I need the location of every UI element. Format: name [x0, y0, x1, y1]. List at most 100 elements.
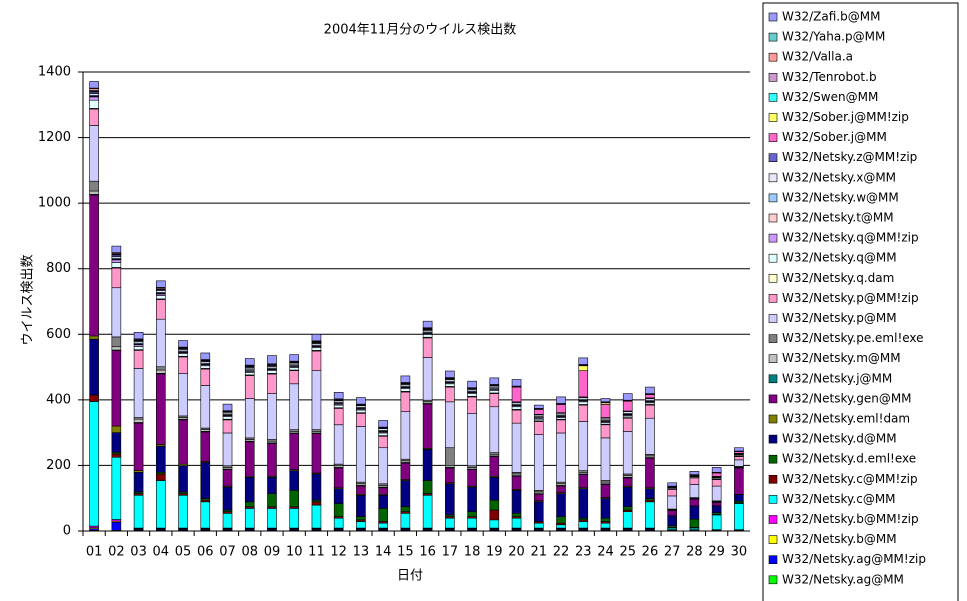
- x-tick-label: 11: [308, 545, 325, 560]
- bar-segment: [667, 489, 677, 497]
- bar-segment: [467, 517, 477, 529]
- bar-segment: [333, 517, 344, 529]
- bar-segment: [578, 421, 589, 471]
- legend-label: W32/Netsky.j@MM: [782, 371, 892, 385]
- bar-segment: [133, 422, 144, 471]
- bar-segment: [156, 280, 166, 288]
- x-tick-label: 06: [197, 545, 214, 560]
- bar-segment: [533, 434, 544, 491]
- x-tick-label: 09: [264, 545, 281, 560]
- legend-label: W32/Netsky.c@MM: [782, 492, 896, 506]
- legend-swatch: [768, 495, 778, 504]
- bar-segment: [556, 485, 566, 493]
- bar-segment: [311, 433, 322, 474]
- x-axis-label: 日付: [397, 569, 423, 584]
- bar-segment: [622, 431, 633, 475]
- bar-segment: [533, 493, 544, 502]
- bar-segment: [467, 486, 477, 512]
- bar-segment: [178, 494, 188, 529]
- legend-label: W32/Netsky.d.eml!exe: [782, 452, 916, 466]
- x-tick-label: 27: [664, 545, 681, 560]
- legend-swatch: [768, 434, 778, 444]
- legend-swatch: [768, 314, 778, 323]
- bar-segment: [734, 447, 744, 452]
- bar-segment: [89, 401, 99, 527]
- x-tick-label: 12: [330, 545, 347, 560]
- bar-segment: [178, 419, 188, 465]
- y-tick-label: 1200: [38, 130, 71, 145]
- bar-segment: [600, 517, 611, 522]
- bar-segment: [267, 476, 277, 494]
- bar-segment: [244, 508, 255, 529]
- bar-segment: [89, 125, 99, 182]
- bar-segment: [178, 356, 188, 374]
- bar-segment: [489, 406, 500, 453]
- legend-swatch: [768, 133, 778, 142]
- bar-segment: [311, 473, 322, 501]
- bar-segment: [400, 512, 411, 529]
- bar-segment: [578, 488, 589, 519]
- bar-segment: [156, 318, 166, 368]
- bar-segment: [734, 467, 744, 495]
- y-tick-label: 400: [46, 392, 71, 407]
- bar-segment: [89, 190, 99, 195]
- bar-segment: [533, 501, 544, 522]
- bar-segment: [156, 366, 166, 371]
- bar-segment: [400, 462, 411, 480]
- bar-segment: [222, 416, 233, 420]
- bar-segment: [578, 521, 589, 529]
- x-tick-label: 21: [531, 545, 548, 560]
- y-axis-label: ウイルス検出数: [21, 254, 36, 345]
- bar-segment: [89, 96, 99, 101]
- bar-segment: [400, 480, 411, 508]
- bar-segment: [133, 418, 144, 423]
- bar-segment: [445, 483, 455, 516]
- bar-segment: [400, 391, 411, 412]
- y-tick-label: 1000: [38, 196, 71, 211]
- bar-segment: [356, 397, 366, 405]
- bar-segment: [311, 501, 322, 506]
- bar-segment: [422, 320, 433, 329]
- bar-segment: [200, 352, 211, 360]
- bar-segment: [267, 508, 277, 529]
- bar-segment: [645, 457, 655, 489]
- bar-segment: [622, 400, 633, 412]
- bar-segment: [711, 514, 722, 530]
- y-tick-label: 0: [63, 524, 71, 539]
- bar-segment: [178, 373, 188, 417]
- legend-swatch: [768, 354, 778, 364]
- bar-segment: [156, 445, 166, 473]
- x-tick-label: 04: [153, 545, 170, 560]
- bar-segment: [667, 515, 677, 527]
- bar-segment: [356, 521, 366, 529]
- bar-segment: [178, 353, 188, 357]
- legend-label: W32/Swen@MM: [782, 90, 878, 104]
- bar-segment: [533, 421, 544, 435]
- legend-label: W32/Netsky.q@MM: [782, 251, 897, 265]
- bar-segment: [467, 412, 477, 467]
- bar-segment: [111, 262, 122, 268]
- bar-segment: [600, 424, 611, 439]
- bar-segment: [511, 409, 522, 424]
- legend-swatch: [768, 273, 778, 283]
- bar-segment: [111, 425, 122, 433]
- chart-title: 2004年11月分のウイルス検出数: [324, 23, 517, 38]
- legend-label: W32/Netsky.z@MM!zip: [782, 150, 917, 164]
- bar-segment: [667, 510, 677, 516]
- legend-label: W32/Netsky.q.dam: [782, 271, 894, 285]
- bar-segment: [111, 432, 122, 453]
- bar-segment: [400, 506, 411, 512]
- legend-swatch: [768, 515, 778, 524]
- legend-label: W32/Yaha.p@MM: [782, 30, 885, 44]
- legend-label: W32/Sober.j@MM: [782, 130, 887, 144]
- bar-segment: [200, 431, 211, 462]
- x-tick-label: 26: [642, 545, 659, 560]
- bar-segment: [578, 370, 589, 398]
- x-tick-label: 07: [219, 545, 236, 560]
- bar-segment: [556, 493, 566, 517]
- bar-segment: [111, 453, 122, 458]
- bar-segment: [511, 475, 522, 490]
- bar-segment: [200, 385, 211, 429]
